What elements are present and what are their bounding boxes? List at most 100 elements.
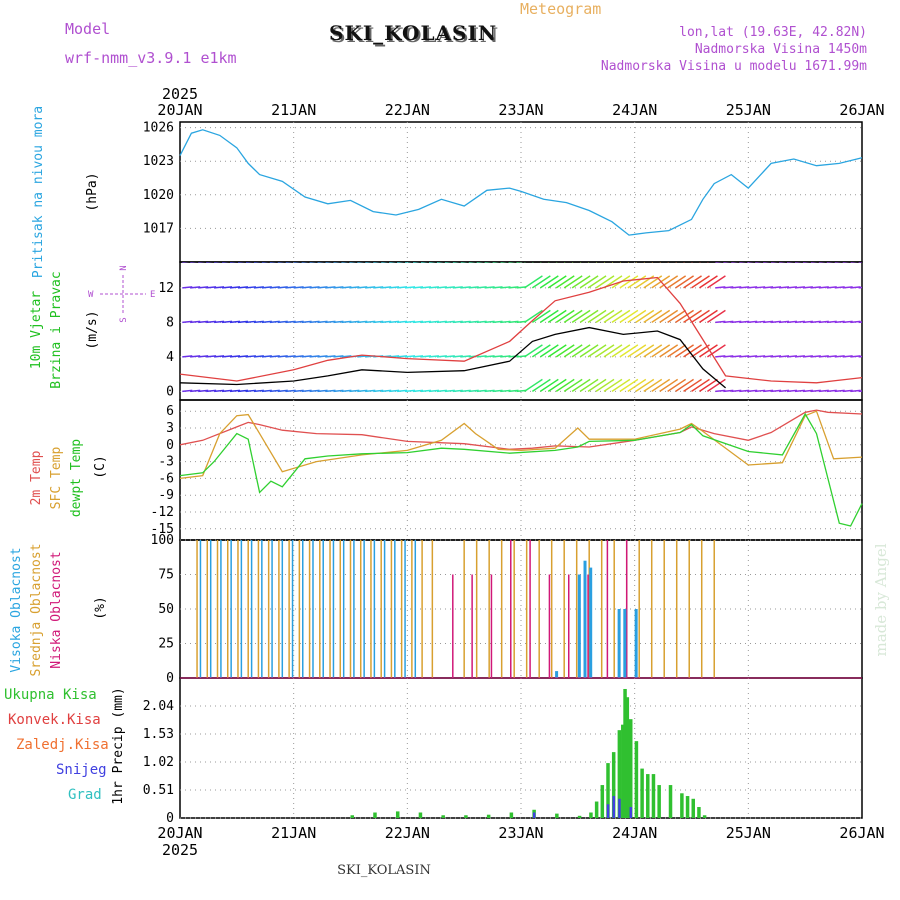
wind-barb	[349, 286, 360, 289]
wind-barb	[301, 389, 312, 393]
temp-unit: (C)	[93, 455, 108, 478]
wind-barb	[277, 389, 288, 393]
wind-barb	[285, 389, 296, 393]
snow-bar	[629, 807, 633, 818]
wind-barb	[627, 378, 647, 392]
y-tick-label: 0	[166, 671, 174, 686]
wind-barb	[221, 320, 233, 324]
wind-barb	[492, 286, 503, 289]
wind-barb	[397, 389, 408, 393]
wind-barb	[755, 355, 766, 358]
wind-barb	[428, 320, 439, 324]
x-tick-label-bottom: 23JAN	[498, 824, 543, 842]
wind-barb	[627, 262, 630, 263]
wind-barb	[850, 355, 861, 358]
wind-barb	[731, 389, 742, 393]
precip-bar	[697, 807, 701, 818]
wind-barb	[834, 320, 845, 324]
lonlat-text: lon,lat (19.63E, 42.82N)	[679, 25, 867, 40]
wind-barb	[285, 355, 296, 358]
wind-barb	[564, 262, 566, 263]
wind-barb	[571, 344, 591, 358]
wind-barb	[182, 389, 193, 393]
wind-barb	[404, 286, 416, 289]
wind-barb	[476, 286, 487, 289]
wind-barb	[691, 378, 710, 392]
wind-barb	[500, 355, 511, 358]
wind-barb	[436, 355, 447, 358]
wind-barb	[858, 390, 862, 393]
wind-barb	[834, 355, 845, 358]
wind-barb	[460, 389, 471, 393]
wind-barb	[444, 355, 455, 358]
wind-barb	[572, 262, 574, 263]
wind-barb	[404, 389, 416, 393]
wind-ylabel-1: 10m Vjetar	[29, 291, 44, 369]
wind-barb	[579, 275, 599, 289]
high-cloud-bar	[577, 574, 581, 678]
wind-barb	[365, 286, 376, 289]
wind-barb	[794, 320, 806, 324]
wind-barb	[253, 355, 264, 358]
wind-barb	[261, 286, 272, 289]
wind-barb	[683, 275, 702, 289]
wind-barb	[563, 275, 583, 289]
wind-barb	[786, 320, 798, 324]
legend-convective: Konvek.Kisa	[8, 712, 101, 728]
y-tick-label: -9	[158, 488, 174, 503]
altitude-model-text: Nadmorska Visina u modelu 1671.99m	[601, 59, 867, 74]
wind-barb	[484, 355, 495, 358]
wind-barb	[206, 355, 217, 358]
wind-barb	[349, 320, 360, 324]
wind-barb	[357, 286, 368, 289]
wind-barb	[651, 262, 653, 263]
precip-bar	[668, 785, 673, 818]
wind-barb	[778, 355, 790, 358]
precip-bar	[555, 813, 559, 818]
station-title-front: SKI_KOLASIN	[329, 21, 497, 45]
y-tick-label: 1017	[143, 221, 174, 236]
pressure-unit: (hPa)	[85, 172, 100, 211]
wind-barb	[221, 286, 233, 289]
wind-barb	[755, 389, 766, 393]
wind-barb	[317, 389, 328, 393]
wind-barb	[635, 344, 655, 358]
x-tick-label-bottom: 21JAN	[271, 824, 316, 842]
wind-barb	[389, 320, 400, 324]
wind-barb	[834, 286, 845, 289]
wind-barb	[476, 355, 487, 358]
precip-bar	[621, 724, 625, 818]
precip-bar	[606, 763, 610, 818]
precip-bar	[600, 785, 605, 818]
wind-barb	[555, 378, 575, 392]
wind-barb	[763, 355, 774, 358]
wind-barb	[683, 378, 702, 392]
wind-barb	[810, 389, 821, 393]
wind-barb	[404, 320, 416, 324]
wind-barb	[603, 378, 623, 392]
wind-barb	[595, 378, 615, 392]
wind-barb	[818, 320, 829, 324]
wind-barb	[357, 355, 368, 358]
snow-bar	[606, 804, 610, 818]
wind-barb	[699, 275, 718, 289]
wind-barb	[747, 320, 758, 324]
y-tick-label: -3	[158, 455, 174, 470]
wind-barb	[580, 262, 582, 263]
wind-barb	[317, 355, 328, 358]
wind-barb	[333, 355, 344, 358]
precip-bar	[623, 688, 627, 818]
precip-bar	[441, 815, 445, 818]
wind-barb	[333, 389, 344, 393]
wind-barb	[500, 320, 511, 324]
wind-barb	[436, 389, 447, 393]
x-tick-label-bottom: 20JAN	[157, 824, 202, 842]
wind-barb	[341, 320, 352, 324]
wind-barb	[667, 344, 687, 358]
wind-barb	[555, 309, 575, 323]
wind-barb	[619, 344, 639, 358]
wind-barb	[341, 389, 352, 393]
wind-barb	[412, 320, 424, 324]
wind-barb	[842, 355, 853, 358]
wind-barb	[667, 378, 687, 392]
